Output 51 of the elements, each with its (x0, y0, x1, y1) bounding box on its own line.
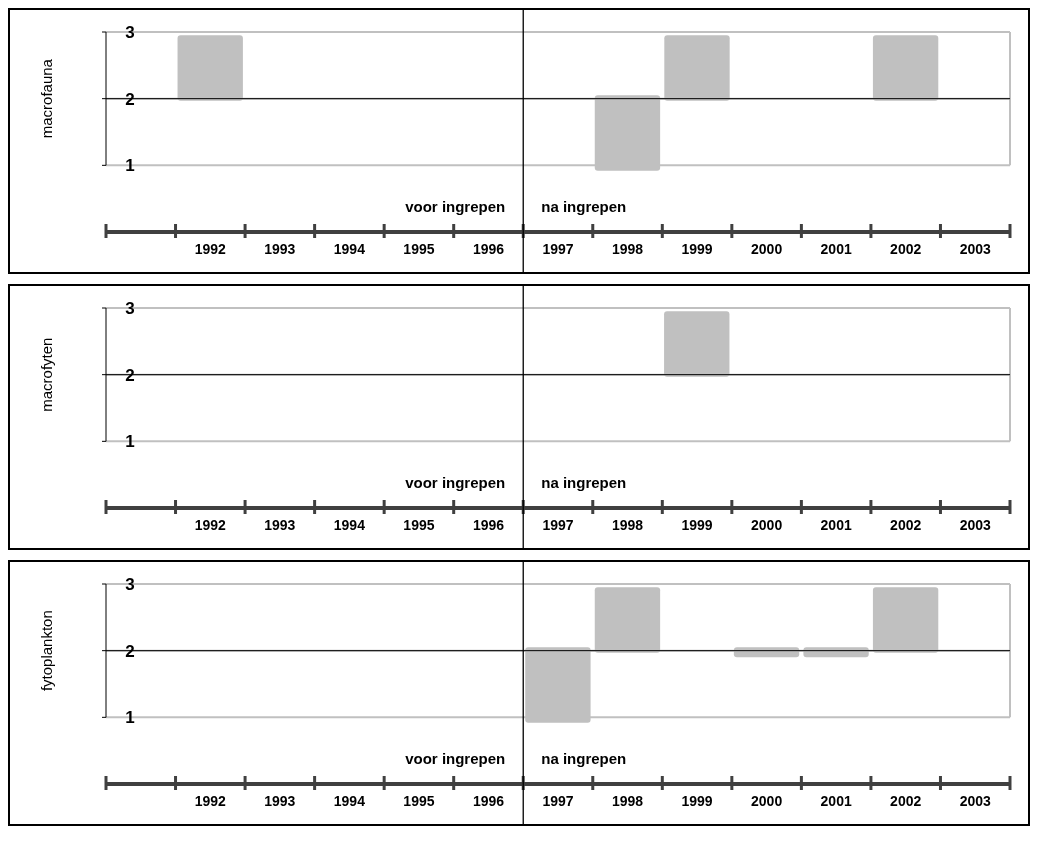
x-tick-label: 1996 (472, 517, 505, 533)
x-tick-label: 1992 (194, 241, 227, 257)
x-tick-label: 1997 (542, 241, 574, 257)
x-tick-label: 2002 (890, 793, 922, 809)
x-tick-label: 1994 (333, 517, 366, 533)
x-tick-label: 1999 (681, 517, 713, 533)
y-tick-label: 1 (125, 432, 135, 452)
annotation: na ingrepen (541, 474, 627, 491)
annotation: na ingrepen (541, 750, 627, 767)
y-axis-title: macrofyten (38, 337, 55, 412)
x-tick-label: 2001 (820, 517, 852, 533)
x-tick-label: 1993 (264, 517, 296, 533)
x-tick-label: 1993 (264, 241, 296, 257)
y-tick-label: 3 (125, 575, 135, 594)
y-tick-label: 1 (125, 156, 135, 176)
x-tick-label: 1998 (611, 517, 644, 533)
y-tick-label: 3 (125, 23, 135, 42)
x-tick-label: 1999 (681, 793, 713, 809)
y-tick-label: 3 (125, 299, 135, 318)
y-axis-title: macrofauna (38, 58, 55, 139)
x-tick-label: 2002 (890, 241, 922, 257)
annotation: voor ingrepen (405, 198, 506, 215)
x-tick-label: 1995 (403, 793, 435, 809)
annotation: voor ingrepen (405, 474, 506, 491)
x-tick-label: 1994 (333, 793, 366, 809)
x-tick-label: 1992 (194, 793, 227, 809)
x-tick-label: 2002 (890, 517, 922, 533)
x-tick-label: 1995 (403, 241, 435, 257)
x-tick-label: 2003 (959, 793, 992, 809)
x-tick-label: 1997 (542, 517, 574, 533)
x-tick-label: 1997 (542, 793, 574, 809)
y-axis-title: fytoplankton (38, 610, 55, 692)
x-tick-label: 1995 (403, 517, 435, 533)
x-tick-label: 2000 (751, 793, 783, 809)
x-tick-label: 1993 (264, 793, 296, 809)
x-tick-label: 1996 (472, 241, 505, 257)
x-tick-label: 1998 (611, 793, 644, 809)
x-tick-label: 2000 (751, 517, 783, 533)
x-tick-label: 2000 (751, 241, 783, 257)
x-tick-label: 1992 (194, 517, 227, 533)
annotation: na ingrepen (541, 198, 627, 215)
x-tick-label: 2003 (959, 517, 992, 533)
x-tick-label: 1994 (333, 241, 366, 257)
x-tick-label: 2001 (820, 241, 852, 257)
x-tick-label: 1998 (611, 241, 644, 257)
x-tick-label: 1996 (472, 793, 505, 809)
x-tick-label: 1999 (681, 241, 713, 257)
x-tick-label: 2001 (820, 793, 852, 809)
y-tick-label: 1 (125, 708, 135, 728)
annotation: voor ingrepen (405, 750, 506, 767)
x-tick-label: 2003 (959, 241, 992, 257)
